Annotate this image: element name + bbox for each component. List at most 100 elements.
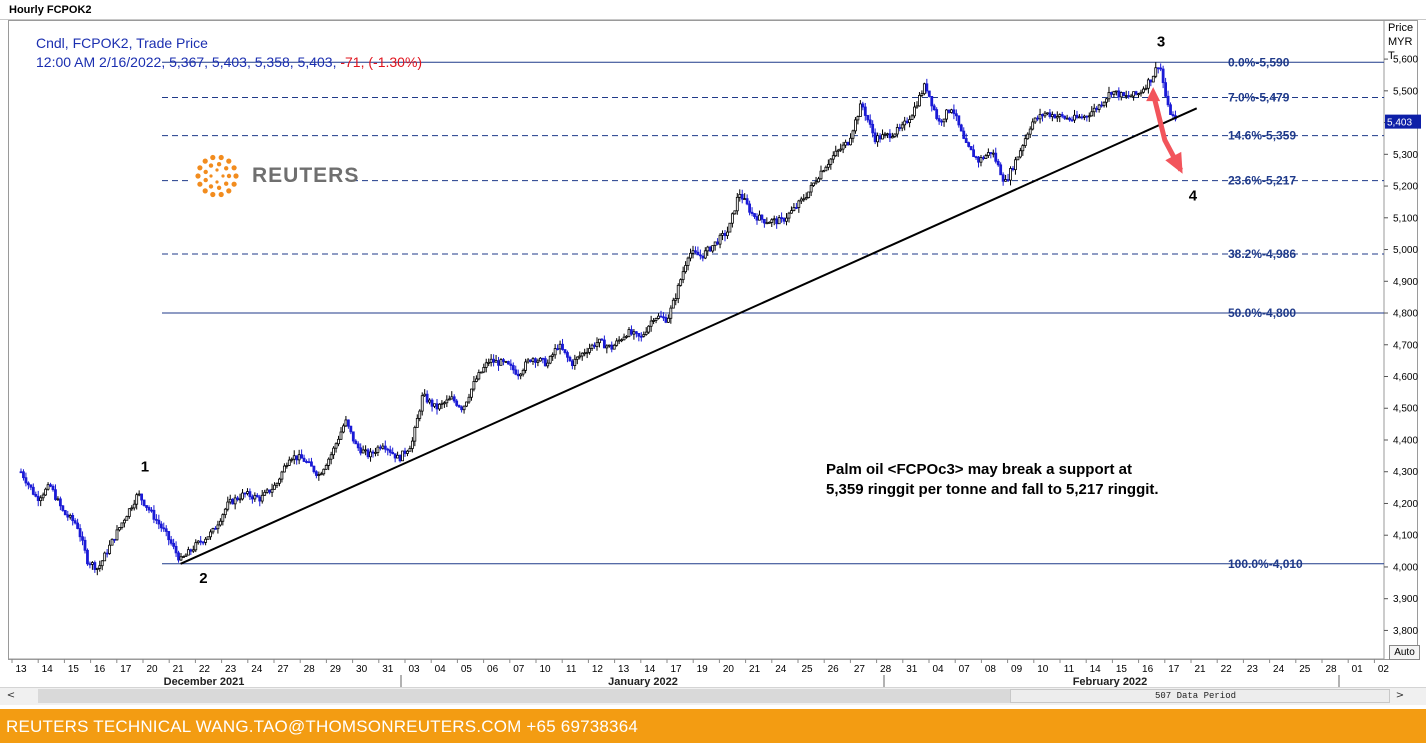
- candle-body: [366, 449, 370, 458]
- candle-body: [883, 133, 887, 136]
- candle-body: [460, 406, 464, 411]
- candle-body: [701, 255, 705, 259]
- y-tick-label: 4,000: [1393, 562, 1418, 573]
- candle-body: [137, 493, 141, 496]
- candle-body: [1043, 112, 1047, 117]
- scrollbar-thumb[interactable]: [1010, 689, 1390, 703]
- candle-body: [922, 83, 926, 95]
- candle-body: [356, 443, 360, 449]
- y-tick-label: 3,800: [1393, 626, 1418, 637]
- candle-body: [177, 552, 180, 561]
- logo-dot: [224, 166, 229, 171]
- y-tick-label: 5,300: [1393, 150, 1418, 161]
- candle-body: [492, 358, 496, 363]
- candle-body: [977, 156, 980, 163]
- candle-body: [1110, 92, 1113, 95]
- candle-body: [1129, 95, 1133, 98]
- candle-body: [972, 149, 975, 158]
- auto-scale-button[interactable]: Auto: [1389, 645, 1420, 660]
- candle-body: [1151, 75, 1155, 83]
- candle-body: [1122, 92, 1126, 97]
- candle-body: [617, 339, 621, 342]
- candle-body: [312, 465, 316, 473]
- candle-body: [63, 510, 67, 516]
- candle-body: [1092, 107, 1096, 113]
- candle-body: [647, 325, 651, 333]
- logo-dot: [197, 165, 203, 171]
- scroll-right-button[interactable]: >: [1395, 690, 1405, 701]
- scroll-left-button[interactable]: <: [6, 690, 16, 701]
- candle-body: [477, 372, 481, 380]
- candle-body: [829, 158, 833, 165]
- candle-body: [1050, 114, 1054, 118]
- candle-body: [233, 497, 237, 505]
- candle-body: [211, 527, 215, 533]
- series-description: Cndl, FCPOK2, Trade Price: [36, 35, 208, 51]
- candle-body: [691, 250, 695, 254]
- candle-body: [1026, 133, 1030, 140]
- logo-dot: [226, 188, 232, 194]
- candle-body: [770, 219, 774, 223]
- y-tick-label: 5,600: [1393, 55, 1418, 66]
- candle-body: [856, 116, 860, 121]
- candle-body: [553, 348, 557, 356]
- candle-body: [174, 545, 178, 554]
- x-tick-label: 25: [801, 664, 813, 675]
- logo-dot: [195, 173, 201, 179]
- candle-body: [1014, 159, 1017, 171]
- candle-body: [401, 450, 404, 462]
- candle-body: [546, 362, 550, 367]
- fib-level-label: 7.0%-5,479: [1228, 90, 1290, 104]
- logo-dot: [210, 154, 216, 161]
- candle-body: [317, 474, 321, 476]
- horizontal-scrollbar[interactable]: < 507 Data Period >: [0, 687, 1426, 705]
- candle-body: [873, 132, 877, 143]
- candle-body: [991, 152, 995, 155]
- candle-body: [819, 170, 823, 180]
- candle-body: [920, 93, 924, 96]
- candle-body: [31, 486, 35, 495]
- candle-body: [125, 516, 129, 521]
- candle-body: [1046, 112, 1049, 115]
- candle-body: [172, 542, 176, 547]
- candle-body: [1028, 128, 1032, 135]
- candle-body: [191, 549, 195, 552]
- candle-body: [895, 127, 899, 135]
- candle-body: [1161, 68, 1165, 84]
- candle-body: [76, 522, 80, 529]
- candle-body: [342, 425, 345, 433]
- candle-body: [900, 124, 904, 129]
- x-tick-label: 15: [68, 664, 80, 675]
- candle-body: [605, 345, 609, 349]
- candle-body: [876, 135, 879, 143]
- candle-body: [86, 549, 89, 565]
- candle-body: [83, 539, 87, 551]
- candle-body: [772, 218, 776, 221]
- candle-body: [1073, 114, 1076, 121]
- candle-body: [762, 218, 766, 224]
- candle-body: [398, 454, 402, 462]
- candle-body: [886, 133, 889, 136]
- candle-body: [1038, 114, 1042, 120]
- candle-body: [937, 118, 941, 122]
- y-tick-label: 4,300: [1393, 467, 1418, 478]
- candle-body: [110, 538, 114, 546]
- window-title-bar: Hourly FCPOK2: [0, 0, 1426, 20]
- candle-body: [1134, 91, 1138, 95]
- candle-body: [580, 352, 584, 357]
- candle-body: [634, 331, 638, 334]
- y-tick-label: 5,500: [1393, 86, 1418, 97]
- candle-body: [1169, 104, 1172, 115]
- candle-body: [538, 357, 542, 362]
- candle-body: [957, 115, 961, 126]
- x-tick-label: 06: [487, 664, 499, 675]
- candle-body: [1058, 114, 1062, 117]
- candle-body: [465, 401, 468, 407]
- candle-body: [140, 493, 144, 501]
- candle-body: [1016, 156, 1020, 161]
- candle-body: [915, 105, 919, 108]
- candle-body: [834, 150, 838, 157]
- candle-body: [186, 549, 190, 556]
- candle-body: [713, 241, 717, 246]
